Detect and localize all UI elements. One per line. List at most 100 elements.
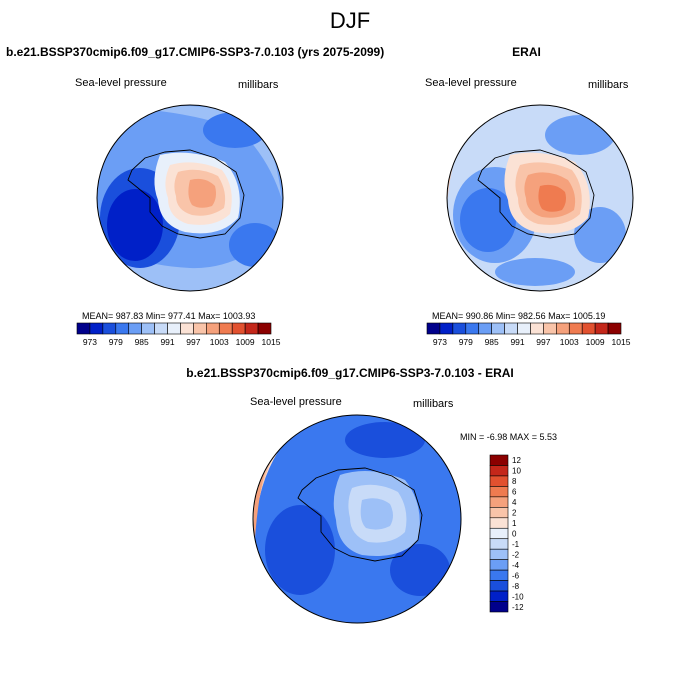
map1-low-east [229, 223, 281, 267]
panel3-colorbar-box [489, 486, 509, 498]
panel3-colorbar-box [489, 475, 509, 487]
panel2-colorbar-tick-label: 1003 [560, 337, 579, 347]
panel2-colorbar-box [556, 322, 570, 335]
panel3-units-label: millibars [413, 398, 454, 410]
map3-low-east [390, 544, 450, 596]
panel2-colorbar-box [581, 322, 596, 335]
panel1-colorbar-tick-label: 991 [160, 337, 174, 347]
panel1-colorbar-tick-label: 979 [109, 337, 123, 347]
panel2-title: ERAI [512, 45, 541, 59]
panel1-units-label: millibars [238, 79, 279, 91]
panel1-colorbar-tick-label: 1015 [262, 337, 281, 347]
map2-polar-plot [447, 105, 633, 291]
panel3-colorbar-tick-label: 12 [512, 456, 521, 465]
panel2-colorbar-box [568, 322, 583, 335]
panel2-colorbar-tick-label: 997 [536, 337, 550, 347]
panel3-colorbar-box [489, 548, 509, 560]
map2-low-south [495, 258, 575, 286]
panel2-colorbar-box [504, 322, 518, 335]
map2-low-west-core [460, 188, 516, 252]
panel3-colorbar-box [489, 496, 509, 508]
panel1-title: b.e21.BSSP370cmip6.f09_g17.CMIP6-SSP3-7.… [6, 45, 385, 59]
panel1-colorbar-box [141, 322, 155, 335]
panel3-colorbar-tick-label: -4 [512, 561, 520, 570]
panel3-variable-label: Sea-level pressure [250, 396, 342, 408]
map3-coastline [297, 467, 423, 562]
panel1-colorbar-box [167, 322, 181, 335]
panel2-variable-label: Sea-level pressure [425, 77, 517, 89]
panel2-colorbar: 973 979 985 991 997 1003 1009 1015 [426, 322, 631, 347]
panel2-colorbar-box [607, 322, 622, 335]
panel3-colorbar-tick-label: 4 [512, 498, 517, 507]
map3-antarctica-core [360, 498, 393, 530]
panel3-title: b.e21.BSSP370cmip6.f09_g17.CMIP6-SSP3-7.… [186, 366, 514, 380]
panel1-colorbar-box [102, 322, 117, 335]
panel3-colorbar-tick-label: -12 [512, 603, 524, 612]
panel3-colorbar-box [489, 527, 509, 540]
panel3-colorbar-tick-label: 0 [512, 530, 517, 539]
panel1-colorbar-box [89, 322, 104, 335]
panel1-colorbar-box [257, 322, 272, 335]
panel2-colorbar-tick-label: 973 [433, 337, 447, 347]
panel1-colorbar-box [244, 322, 259, 335]
panel3-colorbar-box [489, 580, 509, 592]
panel1-colorbar-tick-label: 973 [83, 337, 97, 347]
panel3-colorbar-tick-label: -10 [512, 592, 524, 601]
page-title: DJF [329, 8, 371, 33]
panel1-colorbar-tick-label: 985 [135, 337, 149, 347]
panel2-colorbar-box [543, 322, 557, 335]
panel3-colorbar-box [489, 559, 509, 571]
map3-low-west [265, 505, 335, 595]
map2-antarctica-core [538, 184, 566, 212]
panel2-colorbar-box [465, 322, 480, 335]
panel2-colorbar-box [452, 322, 467, 335]
panel2-colorbar-box [439, 322, 454, 335]
panel3-colorbar-box [489, 590, 509, 602]
panel2-colorbar-box [517, 322, 531, 335]
panel3-colorbar-box [489, 507, 509, 519]
map2-border [446, 104, 634, 292]
panel3-colorbar-tick-label: -8 [512, 582, 520, 591]
panel1-colorbar-box [193, 322, 207, 335]
panel1-colorbar-box [76, 322, 91, 335]
panel3-colorbar-tick-label: 1 [512, 519, 517, 528]
map1-polar-plot [97, 105, 283, 291]
panel1-colorbar-box [206, 322, 220, 335]
panel2-colorbar-tick-label: 1009 [586, 337, 605, 347]
panel3-colorbar-tick-label: 8 [512, 477, 517, 486]
map1-coastline [127, 149, 245, 239]
panel3-colorbar-box [489, 454, 509, 466]
panel2-colorbar-tick-label: 991 [510, 337, 524, 347]
panel1-colorbar-box [154, 322, 168, 335]
panel1-stats: MEAN= 987.83 Min= 977.41 Max= 1003.93 [82, 311, 256, 321]
map1-antarctica-core [188, 178, 216, 208]
panel3-colorbar-box [489, 569, 509, 581]
panel1-colorbar-tick-label: 1003 [210, 337, 229, 347]
panel2-colorbar-box [594, 322, 609, 335]
panel3-colorbar-tick-label: 2 [512, 509, 517, 518]
panel1-colorbar-box [231, 322, 246, 335]
panel1-colorbar-box [218, 322, 233, 335]
map1-border [96, 104, 284, 292]
panel3-colorbar-box [489, 465, 509, 477]
panel3-colorbar-tick-label: -2 [512, 550, 520, 559]
panel1-colorbar-tick-label: 997 [186, 337, 200, 347]
panel3-colorbar-tick-label: -1 [512, 540, 520, 549]
panel2-colorbar-box [530, 322, 544, 335]
panel3-colorbar-tick-label: 6 [512, 488, 517, 497]
panel2-stats: MEAN= 990.86 Min= 982.56 Max= 1005.19 [432, 311, 606, 321]
panel1-colorbar-box [180, 322, 194, 335]
map1-low-north [203, 112, 267, 148]
panel2-colorbar-tick-label: 979 [459, 337, 473, 347]
map2-coastline [477, 149, 595, 239]
panel3-colorbar-tick-label: 10 [512, 467, 521, 476]
map3-polar-plot [253, 415, 461, 623]
panel2-units-label: millibars [588, 79, 629, 91]
panel3-colorbar-box [489, 517, 509, 529]
panel3-colorbar-box [489, 538, 509, 550]
panel1-colorbar-tick-label: 1009 [236, 337, 255, 347]
panel1-colorbar-box [115, 322, 130, 335]
panel2-colorbar-box [491, 322, 505, 335]
map1-low-west-core [107, 189, 163, 261]
